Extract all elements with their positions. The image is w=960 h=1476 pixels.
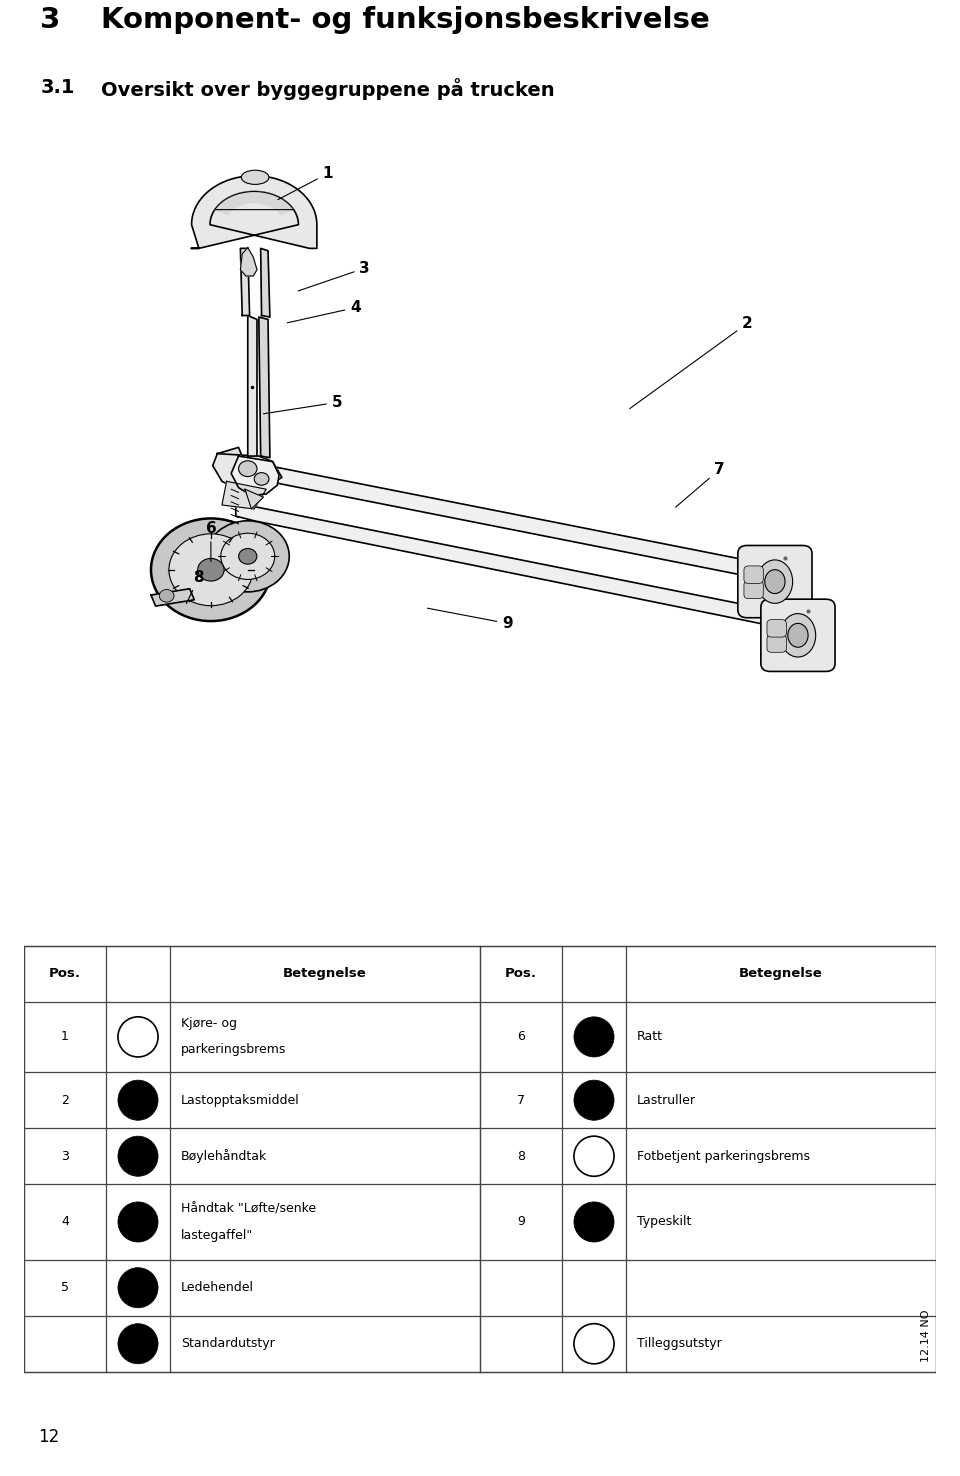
FancyBboxPatch shape (767, 635, 786, 652)
Ellipse shape (780, 614, 816, 657)
Text: Håndtak "Løfte/senke: Håndtak "Løfte/senke (180, 1203, 316, 1215)
Text: 3: 3 (40, 6, 60, 34)
Ellipse shape (757, 559, 793, 604)
Text: 8: 8 (517, 1150, 525, 1163)
Text: Kjøre- og: Kjøre- og (180, 1017, 237, 1030)
Text: 12: 12 (38, 1429, 60, 1446)
Text: Ratt: Ratt (636, 1030, 662, 1044)
Polygon shape (151, 589, 194, 607)
Polygon shape (240, 248, 250, 316)
Text: 12.14 NO: 12.14 NO (922, 1309, 931, 1362)
Text: Lastruller: Lastruller (636, 1094, 696, 1107)
Text: 3: 3 (299, 261, 371, 291)
Text: 5: 5 (61, 1281, 69, 1294)
FancyBboxPatch shape (744, 565, 763, 583)
Text: 3: 3 (61, 1150, 69, 1163)
Circle shape (239, 549, 257, 564)
Bar (24, 946, 936, 1371)
Ellipse shape (574, 1137, 614, 1176)
Polygon shape (261, 248, 270, 317)
Text: Lastopptaksmiddel: Lastopptaksmiddel (180, 1094, 300, 1107)
Ellipse shape (118, 1080, 158, 1120)
Ellipse shape (118, 1268, 158, 1308)
FancyBboxPatch shape (767, 620, 786, 638)
Text: Standardutstyr: Standardutstyr (180, 1337, 275, 1351)
Text: 5: 5 (263, 396, 343, 413)
Text: Bøylehåndtak: Bøylehåndtak (180, 1150, 267, 1163)
Text: 2: 2 (630, 316, 753, 409)
Text: Tilleggsutstyr: Tilleggsutstyr (636, 1337, 722, 1351)
Ellipse shape (574, 1201, 614, 1241)
Ellipse shape (118, 1017, 158, 1057)
FancyBboxPatch shape (744, 582, 763, 599)
Ellipse shape (241, 170, 269, 184)
Polygon shape (236, 500, 807, 646)
Text: 4: 4 (61, 1215, 69, 1228)
Ellipse shape (788, 623, 808, 648)
Text: Fotbetjent parkeringsbrems: Fotbetjent parkeringsbrems (636, 1150, 810, 1163)
Circle shape (238, 461, 257, 477)
Text: Betegnelse: Betegnelse (739, 967, 823, 980)
Text: 1: 1 (277, 165, 333, 199)
FancyBboxPatch shape (738, 546, 812, 618)
Text: Ledehendel: Ledehendel (180, 1281, 253, 1294)
Text: 9: 9 (517, 1215, 525, 1228)
Circle shape (198, 558, 224, 582)
Polygon shape (231, 456, 279, 496)
Ellipse shape (151, 518, 271, 621)
Ellipse shape (221, 533, 275, 580)
Ellipse shape (574, 1017, 614, 1057)
Ellipse shape (765, 570, 785, 593)
Text: parkeringsbrems: parkeringsbrems (180, 1044, 286, 1057)
Text: 7: 7 (517, 1094, 525, 1107)
Text: Typeskilt: Typeskilt (636, 1215, 691, 1228)
Ellipse shape (574, 1080, 614, 1120)
Polygon shape (192, 176, 317, 248)
Ellipse shape (118, 1324, 158, 1364)
Text: 7: 7 (676, 462, 725, 508)
Text: Komponent- og funksjonsbeskrivelse: Komponent- og funksjonsbeskrivelse (101, 6, 709, 34)
Text: 2: 2 (61, 1094, 69, 1107)
Ellipse shape (118, 1137, 158, 1176)
Text: lastegaffel": lastegaffel" (180, 1228, 253, 1241)
Ellipse shape (206, 521, 289, 592)
Text: 3.1: 3.1 (40, 78, 75, 97)
Circle shape (254, 472, 269, 486)
Text: 6: 6 (517, 1030, 525, 1044)
Polygon shape (259, 317, 270, 458)
Text: 8: 8 (186, 570, 204, 604)
Polygon shape (240, 248, 257, 276)
Text: 6: 6 (205, 521, 216, 561)
Polygon shape (217, 453, 775, 596)
Text: Oversikt over byggegruppene på trucken: Oversikt over byggegruppene på trucken (101, 78, 555, 100)
Text: Pos.: Pos. (49, 967, 81, 980)
Text: 1: 1 (61, 1030, 69, 1044)
Polygon shape (213, 453, 282, 492)
Text: 4: 4 (287, 300, 361, 323)
Text: Betegnelse: Betegnelse (283, 967, 367, 980)
Ellipse shape (169, 534, 252, 605)
Polygon shape (248, 316, 257, 456)
Ellipse shape (574, 1324, 614, 1364)
Text: Pos.: Pos. (505, 967, 537, 980)
Circle shape (159, 589, 174, 602)
Polygon shape (222, 481, 266, 509)
Text: 9: 9 (427, 608, 513, 630)
Ellipse shape (118, 1201, 158, 1241)
Polygon shape (215, 192, 294, 214)
Polygon shape (245, 489, 263, 509)
FancyBboxPatch shape (761, 599, 835, 672)
Polygon shape (217, 447, 257, 500)
